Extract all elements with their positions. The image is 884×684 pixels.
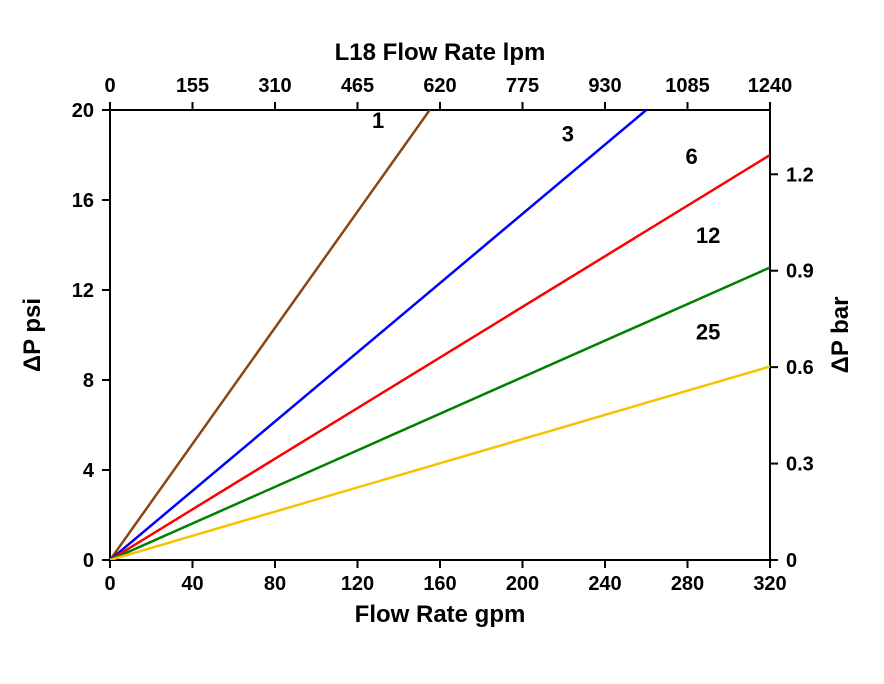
y-left-tick-label: 8 xyxy=(83,370,94,392)
x-bottom-tick-label: 40 xyxy=(181,573,203,595)
series-label-3: 3 xyxy=(562,122,574,147)
x-top-tick-label: 620 xyxy=(423,75,456,97)
x-bottom-tick-label: 280 xyxy=(671,573,704,595)
right-axis-title: ΔP bar xyxy=(827,297,854,374)
y-left-tick-label: 0 xyxy=(83,550,94,572)
x-top-tick-label: 155 xyxy=(176,75,209,97)
x-top-tick-label: 775 xyxy=(506,75,539,97)
x-top-tick-label: 0 xyxy=(104,75,115,97)
chart-svg: 0408012016020024028032001553104656207759… xyxy=(0,0,884,684)
series-line-25 xyxy=(110,367,770,561)
y-right-tick-label: 0 xyxy=(786,550,797,572)
pressure-flow-chart: 0408012016020024028032001553104656207759… xyxy=(0,0,884,684)
y-right-tick-label: 0.9 xyxy=(786,261,814,283)
series-label-12: 12 xyxy=(696,223,720,248)
series-line-1 xyxy=(110,110,430,560)
x-bottom-tick-label: 200 xyxy=(506,573,539,595)
y-left-tick-label: 20 xyxy=(72,100,94,122)
series-label-25: 25 xyxy=(696,320,720,345)
x-bottom-tick-label: 160 xyxy=(423,573,456,595)
y-left-tick-label: 16 xyxy=(72,190,94,212)
x-bottom-tick-label: 80 xyxy=(264,573,286,595)
series-line-3 xyxy=(110,110,646,560)
top-axis-title: L18 Flow Rate lpm xyxy=(335,39,546,66)
series-line-6 xyxy=(110,155,770,560)
x-top-tick-label: 930 xyxy=(588,75,621,97)
plot-border xyxy=(110,110,770,560)
x-bottom-tick-label: 0 xyxy=(104,573,115,595)
x-bottom-tick-label: 240 xyxy=(588,573,621,595)
x-top-tick-label: 1085 xyxy=(665,75,710,97)
y-right-tick-label: 0.3 xyxy=(786,454,814,476)
x-bottom-tick-label: 320 xyxy=(753,573,786,595)
series-label-1: 1 xyxy=(372,108,384,133)
y-left-tick-label: 12 xyxy=(72,280,94,302)
bottom-axis-title: Flow Rate gpm xyxy=(355,601,526,628)
y-left-tick-label: 4 xyxy=(83,460,95,482)
y-right-tick-label: 1.2 xyxy=(786,164,814,186)
x-bottom-tick-label: 120 xyxy=(341,573,374,595)
x-top-tick-label: 310 xyxy=(258,75,291,97)
series-line-12 xyxy=(110,268,770,561)
left-axis-title: ΔP psi xyxy=(19,298,46,372)
series-label-6: 6 xyxy=(686,144,698,169)
y-right-tick-label: 0.6 xyxy=(786,357,814,379)
x-top-tick-label: 1240 xyxy=(748,75,793,97)
x-top-tick-label: 465 xyxy=(341,75,374,97)
